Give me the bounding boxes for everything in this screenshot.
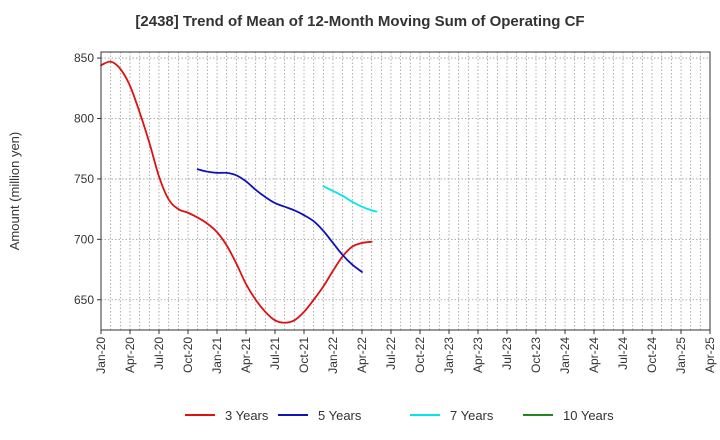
series-line-3-years [100,60,373,324]
x-tick-label: Oct-23 [529,337,543,373]
legend-label-10-years: 10 Years [563,408,614,423]
y-axis-label: Amount (million yen) [7,132,22,251]
x-tick-label: Apr-21 [239,337,253,373]
y-tick-label: 650 [74,293,94,307]
x-tick-label: Apr-25 [703,337,717,373]
series-lines [100,60,378,324]
legend-label-3-years: 3 Years [225,408,269,423]
x-tick-label: Jan-23 [442,337,456,374]
legend-label-7-years: 7 Years [450,408,494,423]
x-tick-label: Jul-21 [268,337,282,370]
y-tick-label: 850 [74,51,94,65]
y-tick-label: 750 [74,172,94,186]
x-tick-label: Oct-20 [181,337,195,373]
x-tick-label: Oct-21 [297,337,311,373]
legend-label-5-years: 5 Years [318,408,362,423]
plot-frame [100,51,711,331]
x-tick-label: Jul-22 [384,337,398,370]
x-tick-label: Jul-20 [152,337,166,370]
x-tick-label: Oct-22 [413,337,427,373]
x-tick-label: Jul-24 [616,337,630,370]
x-tick-label: Jan-21 [210,337,224,374]
series-line-7-years [322,185,378,213]
x-tick-label: Jan-22 [326,337,340,374]
x-ticks: Jan-20 Apr-20 Jul-20 Oct-20 Jan-21 Apr-21 Jul-… [94,330,717,374]
legend: 3 Years 5 Years 7 Years 10 Years [185,408,614,423]
x-tick-label: Apr-20 [123,337,137,373]
x-tick-label: Apr-23 [471,337,485,373]
x-tick-label: Jan-25 [674,337,688,374]
x-tick-label: Oct-24 [645,337,659,373]
x-tick-label: Jul-23 [500,337,514,370]
x-tick-label: Jan-20 [94,337,108,374]
x-tick-label: Apr-22 [355,337,369,373]
x-tick-label: Apr-24 [587,337,601,373]
x-tick-label: Jan-24 [558,337,572,374]
series-line-5-years [196,168,363,273]
grid [100,52,711,330]
y-tick-label: 800 [74,111,94,125]
chart-title: [2438] Trend of Mean of 12-Month Moving … [135,13,584,30]
y-ticks: 650 700 750 800 850 [74,51,101,307]
y-tick-label: 700 [74,232,94,246]
